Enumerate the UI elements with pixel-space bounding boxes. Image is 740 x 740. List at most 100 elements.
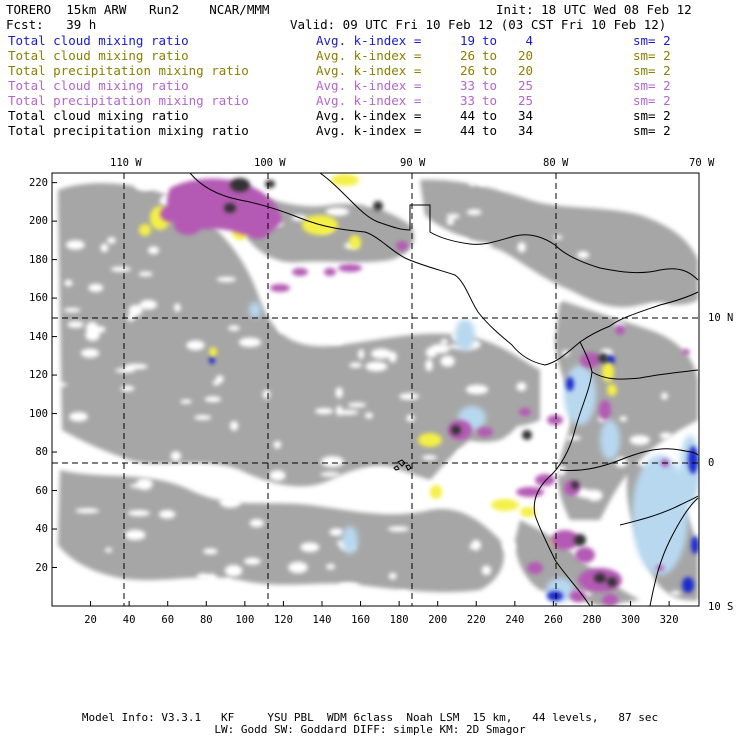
legend-k-low: 34 <box>517 123 533 138</box>
lon-label-80w: 80 W <box>543 157 569 169</box>
cloud-gap <box>66 240 85 250</box>
legend-to: to <box>482 123 498 138</box>
y-tick-label: 140 <box>29 330 48 343</box>
cloud-gap <box>647 302 669 313</box>
model-info-line2: LW: Godd SW: Goddard DIFF: simple KM: 2D… <box>214 723 526 736</box>
cloud-gap <box>224 564 243 577</box>
cloud-gap <box>174 303 181 313</box>
cloud-gap <box>363 469 384 481</box>
x-tick-label: 60 <box>161 614 175 626</box>
x-tick-label: 300 <box>621 614 641 626</box>
legend-label: Total precipitation mixing ratio <box>8 63 249 78</box>
init-time: Init: 18 UTC Wed 08 Feb 12 <box>496 2 692 17</box>
legend-smoothing: sm= 2 <box>633 63 671 78</box>
cloud-gap <box>506 445 518 452</box>
cloud-gap <box>194 415 212 421</box>
cloud-gap <box>115 368 135 373</box>
cloud-gap <box>342 282 363 289</box>
lat-label-10n: 10 N <box>708 312 734 324</box>
cloud-gap <box>411 490 434 501</box>
cloud-gap <box>576 251 590 259</box>
cloud-gap <box>349 362 363 368</box>
cloud-gap <box>394 590 413 602</box>
cloud-gap <box>127 510 150 517</box>
cloud-gap <box>238 337 262 347</box>
legend-row: Total precipitation mixing ratio Avg. k-i… <box>8 123 733 138</box>
y-tick-label: 200 <box>29 215 48 228</box>
y-tick-label: 80 <box>35 446 48 459</box>
cloud-gap <box>67 321 84 328</box>
legend-k-high: 44 <box>459 123 475 138</box>
legend-k-low: 20 <box>517 48 533 63</box>
cloud-gap <box>456 449 467 461</box>
lon-label-110w: 110 W <box>110 157 142 169</box>
cloud-gap <box>347 402 367 408</box>
legend-label: Total precipitation mixing ratio <box>8 123 249 138</box>
cloud-gap <box>338 484 351 497</box>
cloud-gap <box>546 291 565 303</box>
cloud-gap <box>212 380 220 386</box>
legend-k-high: 26 <box>459 63 475 78</box>
legend-avg-label: Avg. k-index = <box>316 123 422 138</box>
cloud-gap <box>329 332 345 345</box>
cloud-gap <box>320 472 341 477</box>
legend-to: to <box>482 93 498 108</box>
legend-k-high: 33 <box>459 93 475 108</box>
cloud-gap <box>203 548 218 555</box>
cloud-gap <box>69 412 88 422</box>
cloud-gap <box>661 392 668 400</box>
cloud-gap <box>466 209 482 216</box>
cloud-gap <box>553 235 563 240</box>
cloud-gap <box>335 387 343 399</box>
cloud-gap <box>440 338 449 344</box>
model-title: TORERO 15km ARW Run2 NCAR/MMM <box>6 2 270 17</box>
legend-avg-label: Avg. k-index = <box>316 108 422 123</box>
cloud-gap <box>124 529 146 541</box>
cloud-gap <box>302 291 320 296</box>
cloud-gap <box>326 563 336 570</box>
legend-row: Total cloud mixing ratio Avg. k-index = 26… <box>8 48 733 63</box>
legend-avg-label: Avg. k-index = <box>316 48 422 63</box>
lon-label-90w: 90 W <box>400 157 426 169</box>
legend-avg-label: Avg. k-index = <box>316 33 422 48</box>
legend-k-low: 4 <box>525 33 533 48</box>
cloud-gap <box>64 279 73 287</box>
forecast-hour: Fcst: 39 h <box>6 17 97 32</box>
cloud-gap <box>127 314 135 322</box>
cloud-gap <box>446 213 460 219</box>
legend-label: Total cloud mixing ratio <box>8 48 189 63</box>
cloud-gap <box>654 312 669 321</box>
legend-row: Total cloud mixing ratio Avg. k-index = 33… <box>8 78 733 93</box>
cloud-gap <box>158 509 176 519</box>
cloud-gap <box>288 561 308 574</box>
cloud-gap <box>262 389 271 399</box>
cloud-gap <box>269 470 286 481</box>
legend-to: to <box>482 108 498 123</box>
legend-label: Total cloud mixing ratio <box>8 33 189 48</box>
cloud-gap <box>447 237 470 246</box>
cloud-gap <box>170 451 181 462</box>
legend-k-low: 25 <box>517 93 533 108</box>
legend-to: to <box>482 78 498 93</box>
cloud-gap <box>513 310 520 319</box>
cloud-gap <box>249 519 264 528</box>
legend-k-low: 20 <box>517 63 533 78</box>
cloud-gap <box>124 363 148 370</box>
lat-label-0: 0 <box>708 457 715 469</box>
cloud-gap <box>180 399 192 404</box>
latlon-grid <box>52 173 699 606</box>
legend-avg-label: Avg. k-index = <box>316 93 422 108</box>
cloud-gap <box>426 235 445 246</box>
y-tick-label: 40 <box>35 523 48 536</box>
legend-label: Total precipitation mixing ratio <box>8 93 249 108</box>
cloud-gap <box>465 384 489 395</box>
cloud-gap <box>136 478 153 490</box>
cloud-gap <box>425 359 433 372</box>
cloud-gap <box>138 271 153 277</box>
cloud-gap <box>659 432 672 440</box>
cloud-gap <box>216 276 237 282</box>
cloud-gap <box>469 544 480 550</box>
legend-k-high: 26 <box>459 48 475 63</box>
cloud-gap <box>229 421 239 431</box>
